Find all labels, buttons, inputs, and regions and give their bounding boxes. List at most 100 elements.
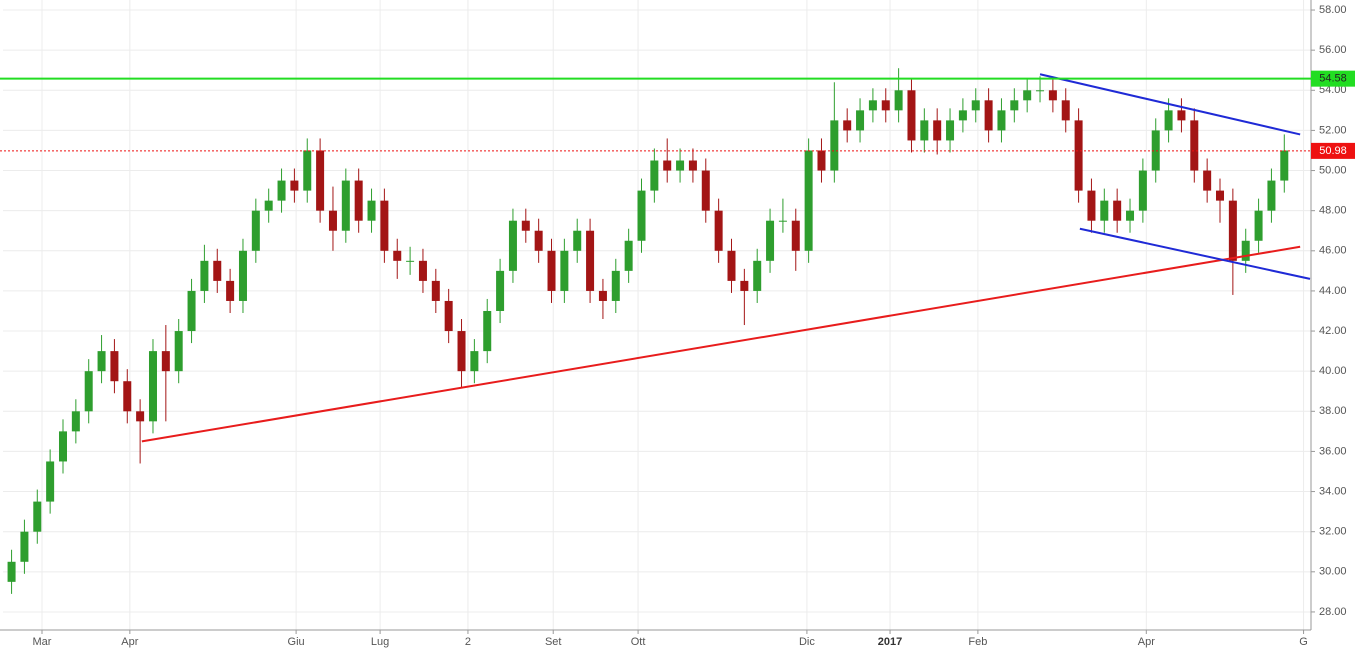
candle-body — [264, 200, 273, 211]
candle-body — [470, 351, 479, 372]
candle-body — [1241, 240, 1250, 261]
candle-body — [676, 160, 685, 171]
x-tick-label: 2 — [465, 636, 471, 648]
candle-body — [907, 90, 916, 141]
y-tick-label: 48.00 — [1319, 205, 1347, 217]
candle-body — [277, 180, 286, 201]
x-tick-label: Mar — [33, 636, 52, 648]
candle-body — [766, 220, 775, 261]
candle-body — [1113, 200, 1122, 221]
candle-body — [1177, 110, 1186, 121]
candle-body — [393, 250, 402, 261]
candle-body — [701, 170, 710, 211]
candle-body — [534, 230, 543, 251]
candle-body — [1023, 90, 1032, 101]
candle-body — [7, 561, 16, 582]
y-tick-label: 36.00 — [1319, 445, 1347, 457]
candle-body — [341, 180, 350, 231]
candle-body — [753, 260, 762, 291]
candle-body — [1048, 90, 1057, 101]
candle-body — [933, 120, 942, 141]
y-tick-label: 54.00 — [1319, 84, 1347, 96]
candle-body — [843, 120, 852, 131]
candle-body — [984, 100, 993, 131]
candle-body — [1151, 130, 1160, 171]
candle-body — [997, 110, 1006, 131]
candle-body — [1190, 120, 1199, 171]
x-tick-label: Giu — [288, 636, 305, 648]
candle-body — [1228, 200, 1237, 261]
trendline — [141, 245, 1301, 443]
candle-body — [84, 371, 93, 412]
candle-body — [483, 310, 492, 352]
candle-body — [20, 531, 29, 562]
y-tick-label: 34.00 — [1319, 485, 1347, 497]
candle-body — [174, 331, 183, 372]
y-tick-label: 32.00 — [1319, 526, 1347, 538]
candle-body — [598, 290, 607, 301]
candle-body — [354, 180, 363, 221]
y-tick-label: 38.00 — [1319, 405, 1347, 417]
candle-body — [573, 230, 582, 251]
candle-body — [226, 280, 235, 301]
x-tick-label: Dic — [799, 636, 815, 648]
candle-body — [1203, 170, 1212, 191]
candle-body — [290, 180, 299, 191]
candle-body — [663, 160, 672, 171]
candle-body — [547, 250, 556, 291]
x-tick-label: G — [1299, 636, 1308, 648]
candle-body — [1254, 210, 1263, 241]
candle-body — [303, 150, 312, 191]
candle-body — [457, 331, 466, 372]
trendline — [1039, 73, 1301, 136]
y-tick-label: 28.00 — [1319, 606, 1347, 618]
x-tick-label: Lug — [371, 636, 389, 648]
level-label: 54.58 — [1319, 73, 1347, 85]
candle-body — [586, 230, 595, 291]
y-tick-label: 58.00 — [1319, 4, 1347, 16]
candle-body — [367, 200, 376, 221]
x-tick-label: 2017 — [878, 636, 902, 648]
candle-body — [1138, 170, 1147, 211]
trendline — [1079, 227, 1311, 280]
candle-body — [817, 150, 826, 171]
candle-body — [444, 300, 453, 332]
candle-body — [830, 120, 839, 171]
candle-body — [920, 120, 929, 141]
candle-body — [316, 150, 325, 211]
y-tick-label: 42.00 — [1319, 325, 1347, 337]
candle-body — [328, 210, 337, 231]
y-tick-label: 56.00 — [1319, 44, 1347, 56]
x-tick-label: Feb — [968, 636, 987, 648]
candle-body — [46, 461, 55, 502]
level-label-box — [1311, 142, 1355, 159]
candle-body — [1061, 100, 1070, 121]
candle-body — [958, 110, 967, 121]
candle-body — [1126, 210, 1135, 221]
candle-body — [727, 250, 736, 281]
level-label: 50.98 — [1319, 145, 1347, 157]
candle-body — [406, 260, 415, 262]
candle-body — [1216, 190, 1225, 201]
candle-body — [804, 150, 813, 251]
candle-body — [856, 110, 865, 131]
y-tick-label: 30.00 — [1319, 566, 1347, 578]
candle-body — [521, 220, 530, 231]
candle-body — [894, 90, 903, 111]
candle-body — [418, 260, 427, 281]
candle-body — [624, 240, 633, 271]
candle-body — [251, 210, 260, 251]
candle-body — [1010, 100, 1019, 111]
candle-body — [611, 270, 620, 301]
candle-body — [714, 210, 723, 251]
y-tick-label: 50.00 — [1319, 164, 1347, 176]
y-tick-label: 40.00 — [1319, 365, 1347, 377]
candle-body — [136, 411, 145, 422]
candle-body — [187, 290, 196, 332]
y-tick-label: 44.00 — [1319, 285, 1347, 297]
candle-body — [496, 270, 505, 311]
candle-body — [1280, 150, 1289, 181]
candle-body — [123, 381, 132, 412]
